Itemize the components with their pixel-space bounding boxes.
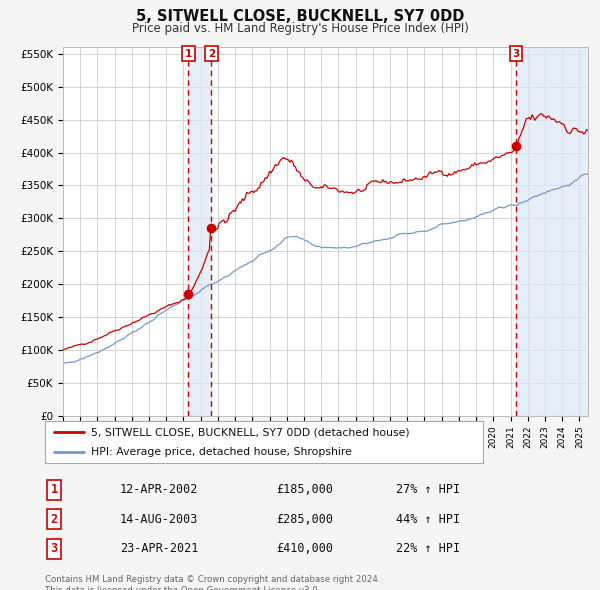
Text: 12-APR-2002: 12-APR-2002: [120, 483, 199, 496]
Text: 14-AUG-2003: 14-AUG-2003: [120, 513, 199, 526]
Text: 22% ↑ HPI: 22% ↑ HPI: [396, 542, 460, 555]
Text: 2: 2: [208, 48, 215, 58]
Text: 2: 2: [50, 513, 58, 526]
Bar: [188, 47, 211, 416]
Text: 5, SITWELL CLOSE, BUCKNELL, SY7 0DD (detached house): 5, SITWELL CLOSE, BUCKNELL, SY7 0DD (det…: [91, 427, 410, 437]
Text: 3: 3: [50, 542, 58, 555]
Text: 5, SITWELL CLOSE, BUCKNELL, SY7 0DD: 5, SITWELL CLOSE, BUCKNELL, SY7 0DD: [136, 9, 464, 24]
Text: 1: 1: [50, 483, 58, 496]
Text: £410,000: £410,000: [276, 542, 333, 555]
Text: 3: 3: [512, 48, 520, 58]
Text: Price paid vs. HM Land Registry's House Price Index (HPI): Price paid vs. HM Land Registry's House …: [131, 22, 469, 35]
Text: 27% ↑ HPI: 27% ↑ HPI: [396, 483, 460, 496]
Bar: [516, 47, 588, 416]
Text: 23-APR-2021: 23-APR-2021: [120, 542, 199, 555]
Text: 1: 1: [185, 48, 192, 58]
Text: 44% ↑ HPI: 44% ↑ HPI: [396, 513, 460, 526]
Text: £285,000: £285,000: [276, 513, 333, 526]
Text: £185,000: £185,000: [276, 483, 333, 496]
Text: HPI: Average price, detached house, Shropshire: HPI: Average price, detached house, Shro…: [91, 447, 352, 457]
Text: Contains HM Land Registry data © Crown copyright and database right 2024.
This d: Contains HM Land Registry data © Crown c…: [45, 575, 380, 590]
